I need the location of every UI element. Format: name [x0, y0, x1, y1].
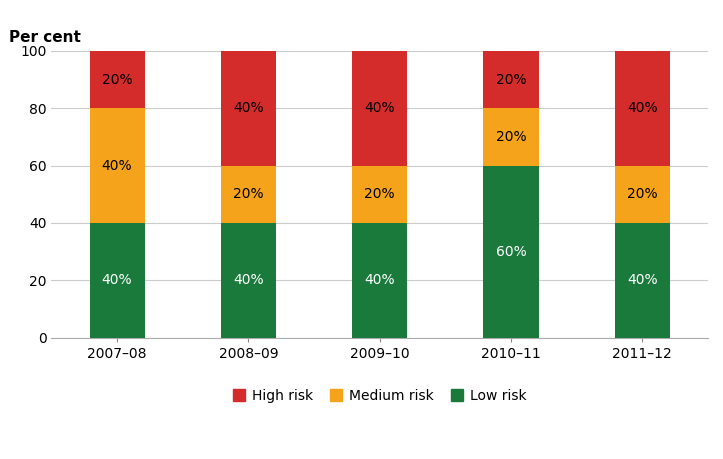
Bar	[484, 166, 539, 338]
Bar	[484, 51, 539, 108]
Text: 40%: 40%	[364, 101, 395, 115]
Text: 40%: 40%	[627, 101, 658, 115]
Bar	[90, 51, 145, 108]
Text: 20%: 20%	[627, 187, 658, 201]
Bar	[615, 51, 670, 166]
Text: 40%: 40%	[233, 273, 264, 287]
Bar	[615, 166, 670, 223]
Text: 40%: 40%	[102, 273, 132, 287]
Bar	[221, 166, 276, 223]
Text: 40%: 40%	[627, 273, 658, 287]
Text: 60%: 60%	[496, 245, 526, 258]
Bar	[352, 166, 407, 223]
Text: 40%: 40%	[102, 158, 132, 173]
Text: 20%: 20%	[364, 187, 395, 201]
Bar	[221, 51, 276, 166]
Text: 20%: 20%	[233, 187, 264, 201]
Bar	[90, 223, 145, 338]
Bar	[484, 108, 539, 166]
Text: 40%: 40%	[233, 101, 264, 115]
Bar	[615, 223, 670, 338]
Bar	[90, 108, 145, 223]
Text: 20%: 20%	[496, 73, 526, 87]
Bar	[352, 223, 407, 338]
Bar	[221, 223, 276, 338]
Text: 20%: 20%	[496, 130, 526, 144]
Text: 40%: 40%	[364, 273, 395, 287]
Legend: High risk, Medium risk, Low risk: High risk, Medium risk, Low risk	[228, 385, 531, 407]
Text: 20%: 20%	[102, 73, 132, 87]
Text: Per cent: Per cent	[9, 30, 81, 45]
Bar	[352, 51, 407, 166]
